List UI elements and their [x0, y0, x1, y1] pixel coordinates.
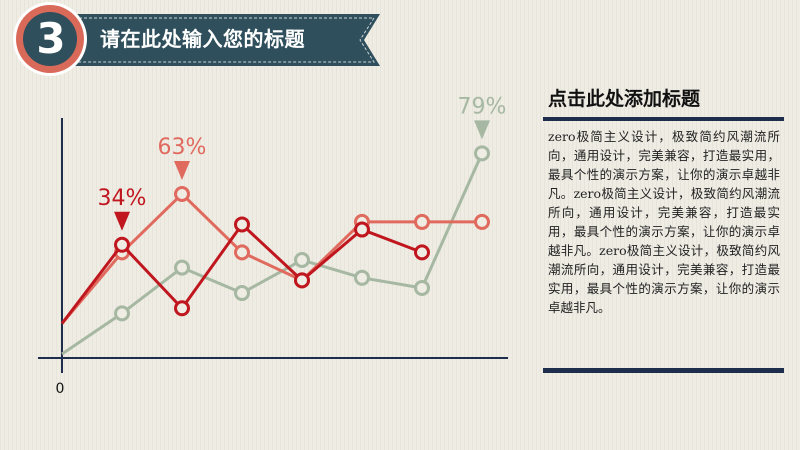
title-banner [13, 2, 380, 76]
data-point [174, 259, 190, 276]
callout-layer: 34% 63% 79% [98, 94, 507, 231]
data-point [414, 213, 430, 230]
series-3 [60, 216, 430, 325]
data-point [234, 244, 250, 261]
data-point [474, 145, 490, 162]
side-panel-body[interactable]: zero极简主义设计，极致简约风潮流所向，通用设计，完美兼容，打造最实用，最具个… [548, 129, 780, 315]
series-1 [61, 145, 490, 356]
page-title[interactable]: 请在此处输入您的标题 [100, 27, 305, 51]
side-panel-top-rule [543, 117, 784, 121]
side-panel-bottom-rule [543, 368, 784, 373]
callout-label: 79% [458, 94, 507, 119]
data-point [294, 252, 310, 269]
callout-label: 34% [98, 186, 147, 211]
data-point [234, 216, 250, 233]
data-point [114, 305, 130, 322]
callout-marker [114, 211, 130, 231]
data-point [354, 221, 370, 238]
section-number: 3 [36, 14, 66, 63]
series-layer [60, 145, 490, 356]
callout-marker [474, 120, 490, 140]
origin-label: 0 [56, 381, 65, 397]
side-panel-title[interactable]: 点击此处添加标题 [548, 88, 701, 110]
data-point [414, 279, 430, 296]
data-point [174, 300, 190, 317]
data-point [294, 272, 310, 289]
data-point [354, 269, 370, 286]
banner-ribbon [40, 14, 380, 66]
data-point [114, 236, 130, 253]
callout-marker [174, 160, 190, 180]
callout-label: 63% [158, 135, 207, 160]
data-point [174, 185, 190, 202]
data-point [414, 244, 430, 261]
data-point [474, 213, 490, 230]
series-line-2 [60, 192, 482, 325]
series-line-1 [61, 152, 484, 356]
data-point [234, 285, 250, 302]
